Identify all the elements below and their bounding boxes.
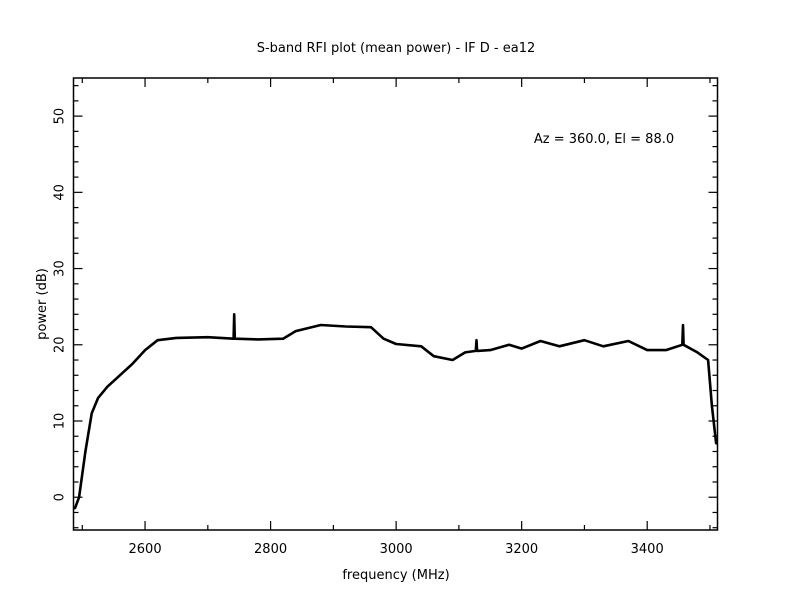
data-point [432, 355, 435, 358]
data-point [78, 496, 80, 499]
data-point [464, 351, 466, 354]
data-point [489, 349, 492, 351]
data-point [711, 404, 713, 407]
data-point [97, 397, 99, 399]
series-line-mean-power [73, 312, 718, 510]
y-tick-label: 20 [53, 337, 68, 354]
data-point [707, 359, 709, 361]
data-point [395, 343, 397, 345]
data-point [232, 337, 235, 340]
chart-title: S-band RFI plot (mean power) - IF D - ea… [257, 41, 536, 56]
data-point [175, 337, 178, 339]
data-point [156, 339, 159, 342]
x-tick-label: 3000 [380, 542, 413, 557]
data-point [370, 326, 372, 329]
data-point [90, 412, 93, 415]
data-point [234, 337, 236, 340]
data-point [345, 325, 347, 328]
x-tick-label: 3400 [631, 542, 664, 557]
data-point [451, 359, 454, 361]
data-point [207, 336, 209, 338]
data-point [558, 345, 561, 348]
data-point [602, 345, 605, 348]
data-point [696, 351, 699, 354]
data-point [106, 385, 109, 388]
data-point [646, 349, 648, 351]
data-point [119, 374, 121, 377]
data-point [475, 339, 478, 342]
data-point [257, 338, 259, 341]
y-tick-label: 30 [53, 260, 68, 277]
data-point [539, 340, 542, 342]
data-point [475, 350, 477, 352]
y-tick-label: 40 [53, 184, 68, 201]
data-point [627, 340, 630, 342]
data-point [583, 339, 586, 342]
x-tick-label: 3200 [505, 542, 538, 557]
data-point [73, 507, 76, 510]
y-tick-label: 10 [53, 413, 68, 430]
x-axis-label: frequency (MHz) [342, 568, 449, 583]
data-point [144, 349, 146, 351]
data-point [682, 324, 684, 326]
data-point [320, 324, 322, 326]
chart-annotation: Az = 360.0, El = 88.0 [534, 132, 674, 147]
data-point [682, 343, 685, 346]
data-point [382, 337, 385, 340]
plot-frame [72, 77, 719, 531]
y-tick-label: 50 [53, 108, 68, 125]
data-point [294, 330, 297, 332]
data-point [282, 337, 284, 340]
data-point [476, 350, 478, 352]
data-point [233, 313, 235, 316]
data-point [665, 349, 667, 351]
data-point [681, 343, 684, 346]
data-point [715, 443, 718, 445]
data-point [420, 345, 423, 348]
y-tick-label: 0 [53, 493, 68, 501]
data-point [131, 363, 134, 365]
x-tick-label: 2800 [254, 542, 287, 557]
data-point [520, 347, 523, 350]
y-axis-label: power (dB) [35, 268, 50, 340]
x-tick-label: 2600 [129, 542, 162, 557]
data-point [508, 343, 510, 346]
data-point [84, 450, 87, 453]
